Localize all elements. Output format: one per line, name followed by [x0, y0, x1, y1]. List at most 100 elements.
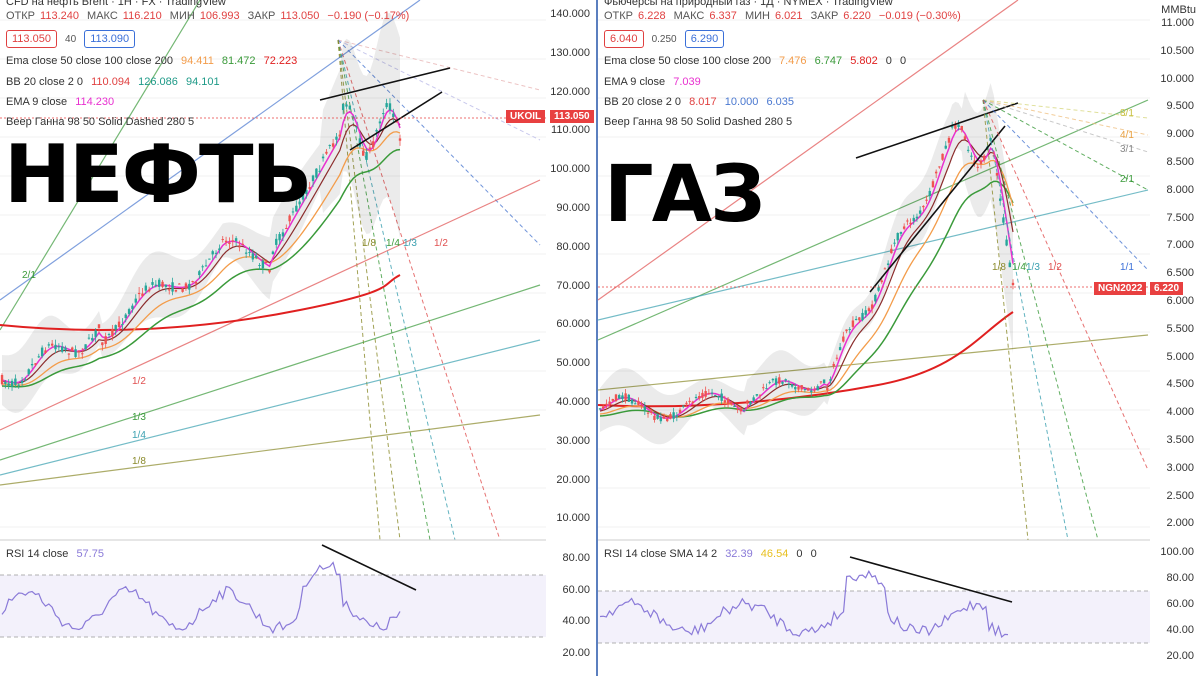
candle-body	[194, 281, 198, 284]
candle-body	[50, 343, 54, 346]
gann-fan-label: 2/1	[1120, 174, 1134, 185]
oil-buy-button[interactable]: 113.090	[84, 30, 136, 48]
candle-body	[67, 353, 71, 355]
oil-gann-legend[interactable]: Веер Ганна 98 50 Solid Dashed 280 5	[6, 116, 199, 128]
candle-body	[714, 394, 717, 396]
gas-high-value: 6.337	[709, 10, 737, 22]
candle-body	[701, 392, 704, 398]
axis-tick-label: 7.000	[1166, 239, 1194, 252]
axis-tick-label: 130.000	[550, 46, 590, 59]
candle-body	[634, 403, 637, 405]
candle-body	[723, 400, 727, 403]
gann-fan-label: 8/1	[1120, 108, 1134, 119]
candle-body	[707, 393, 711, 395]
candle-body	[698, 396, 701, 399]
candle-body	[848, 329, 851, 331]
candle-body	[311, 175, 315, 182]
candle-body	[618, 395, 621, 399]
oil-chart-canvas[interactable]	[0, 0, 596, 676]
candle-body	[675, 415, 679, 418]
candle-body	[899, 232, 903, 234]
candle-body	[375, 129, 378, 132]
gann-fan-label: 4/1	[1120, 130, 1134, 141]
candle-body	[800, 385, 803, 390]
gas-rsi-extra-1: 0	[796, 548, 803, 560]
candle-body	[268, 270, 271, 273]
oil-bb-upper: 126.086	[138, 76, 178, 88]
oil-bb-legend[interactable]: BB 20 close 2 0 110.094 126.086 94.101	[6, 76, 225, 88]
candle-body	[295, 205, 298, 212]
candle-body	[928, 190, 931, 197]
candle-body	[688, 400, 691, 402]
gas-ema100-value: 6.747	[814, 55, 843, 67]
oil-sell-button[interactable]: 113.050	[6, 30, 57, 48]
candle-body	[1008, 262, 1011, 268]
gas-chart-canvas[interactable]	[598, 0, 1200, 676]
oil-ticker-tag: UKOIL	[506, 110, 546, 123]
candle-body	[694, 396, 698, 399]
gas-chart-panel[interactable]: Фьючерсы на природный газ · 1Д · NYMEX ·…	[598, 0, 1200, 676]
axis-tick-label: 80.00	[562, 552, 590, 564]
candle-body	[131, 305, 134, 309]
axis-tick-label: 100.000	[550, 163, 590, 176]
candle-body	[909, 222, 912, 225]
candle-body	[922, 205, 925, 208]
rsi-trend-line	[321, 544, 417, 591]
gann-fan-line	[337, 39, 431, 541]
candle-body	[765, 388, 768, 390]
gas-sell-button[interactable]: 6.040	[604, 30, 644, 48]
candle-body	[906, 220, 909, 222]
oil-chart-panel[interactable]: CFD на нефть Brent · 1Н · FX · TradingVi…	[0, 0, 596, 676]
oil-open-value: 113.240	[40, 10, 79, 22]
axis-tick-label: 60.00	[562, 583, 590, 596]
candle-body	[976, 166, 979, 168]
candle-body	[398, 138, 402, 141]
candle-body	[211, 251, 214, 255]
oil-close-value: 113.050	[280, 10, 320, 22]
candle-body	[803, 389, 807, 391]
panel-divider[interactable]	[596, 0, 598, 676]
candle-body	[4, 381, 7, 384]
candle-body	[858, 317, 861, 321]
candle-body	[672, 412, 675, 419]
candle-body	[81, 353, 84, 355]
gas-rsi-value: 32.39	[725, 548, 753, 560]
oil-spread: 40	[65, 34, 77, 45]
candle-body	[372, 141, 375, 148]
gas-ema-legend[interactable]: Ema close 50 close 100 close 200 7.476 6…	[604, 55, 911, 67]
candle-body	[54, 344, 57, 350]
candle-body	[870, 304, 874, 309]
gas-big-word: ГАЗ	[604, 150, 765, 240]
candle-body	[720, 393, 723, 401]
gas-bb-legend[interactable]: BB 20 close 2 0 8.017 10.000 6.035	[604, 96, 799, 108]
oil-ema-legend[interactable]: Ema close 50 close 100 close 200 94.411 …	[6, 55, 302, 67]
ema50-line	[599, 159, 1014, 418]
candle-body	[1005, 239, 1008, 246]
gas-ema9-label: EMA 9 close	[604, 76, 666, 88]
candle-body	[301, 192, 305, 200]
gas-rsi-sma-value: 46.54	[760, 548, 789, 560]
gas-close-value: 6.220	[843, 10, 871, 22]
trend-line	[349, 91, 443, 151]
gas-gann-legend[interactable]: Веер Ганна 98 50 Solid Dashed 280 5	[604, 116, 797, 128]
oil-ema9-legend[interactable]: EMA 9 close 114.230	[6, 96, 119, 108]
candle-body	[710, 392, 714, 394]
gas-rsi-legend[interactable]: RSI 14 close SMA 14 2 32.39 46.54 0 0	[604, 548, 822, 560]
candle-body	[201, 266, 204, 268]
gas-buy-button[interactable]: 6.290	[684, 30, 725, 48]
rsi-zone	[0, 575, 546, 637]
gas-ema9-legend[interactable]: EMA 9 close 7.039	[604, 76, 706, 88]
axis-tick-label: 60.000	[556, 318, 590, 331]
axis-tick-label: 10.000	[556, 512, 590, 525]
gann-fan-label: 1/3	[403, 238, 417, 249]
axis-tick-label: 110.000	[551, 124, 590, 137]
candle-body	[643, 406, 647, 411]
gann-fan-label: 1/2	[132, 376, 146, 387]
candle-body	[204, 265, 208, 267]
candle-body	[806, 387, 810, 391]
axis-tick-label: 2.000	[1166, 517, 1194, 530]
candle-body	[87, 337, 91, 339]
ema200-line	[598, 311, 1014, 408]
oil-close-key: ЗАКР	[247, 10, 276, 22]
oil-rsi-legend[interactable]: RSI 14 close 57.75	[6, 548, 109, 560]
